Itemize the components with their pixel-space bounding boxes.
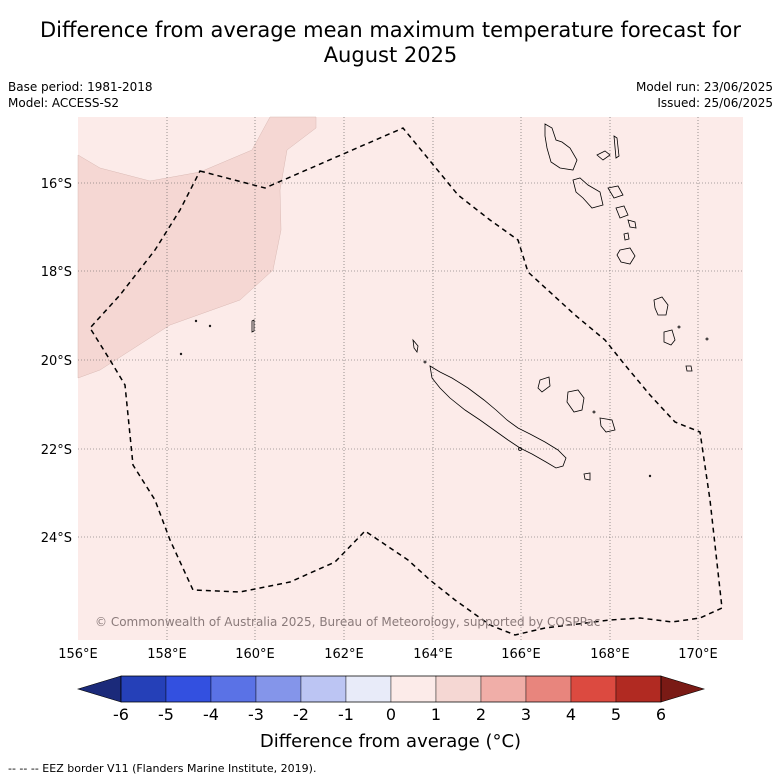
colorbar-extend-high <box>660 675 706 703</box>
vanuatu-islands <box>544 123 709 372</box>
colorbar-frame <box>120 675 662 703</box>
title-line-1: Difference from average mean maximum tem… <box>40 18 741 42</box>
colorbar-tick-label: -2 <box>293 705 309 724</box>
colorbar-cell <box>345 675 392 703</box>
colorbar-cells <box>120 675 662 703</box>
colorbar-cell <box>210 675 257 703</box>
colorbar-tick-label: 0 <box>386 705 396 724</box>
lon-label-170e: 170°E <box>678 647 718 662</box>
lon-label-160e: 160°E <box>235 647 275 662</box>
colorbar-cell <box>120 675 167 703</box>
colorbar-tick-label: 6 <box>656 705 666 724</box>
colorbar-tick-label: -1 <box>338 705 354 724</box>
colorbar-tick-label: 5 <box>611 705 621 724</box>
copyright-text: © Commonwealth of Australia 2025, Bureau… <box>95 615 600 629</box>
model-run: Model run: 23/06/2025 <box>635 80 773 94</box>
lat-label-22s: 22°S <box>41 443 72 458</box>
colorbar-tick-label: 3 <box>521 705 531 724</box>
meta-left: Base period: 1981-2018 Model: ACCESS-S2 <box>8 79 153 111</box>
lon-label-156e: 156°E <box>58 647 98 662</box>
colorbar-cell <box>525 675 572 703</box>
lat-labels: 16°S 18°S 20°S 22°S 24°S <box>41 177 72 546</box>
eez-footnote: -- -- -- EEZ border V11 (Flanders Marine… <box>8 762 317 775</box>
issued-date: Issued: 25/06/2025 <box>657 96 773 110</box>
gridlines <box>78 117 743 640</box>
title-line-2: August 2025 <box>323 43 458 67</box>
lon-labels: 156°E 158°E 160°E 162°E 164°E 166°E 168°… <box>58 647 718 662</box>
lon-label-162e: 162°E <box>324 647 364 662</box>
lat-label-18s: 18°S <box>41 265 72 280</box>
colorbar-extend-low <box>76 675 122 703</box>
colorbar-cell <box>300 675 347 703</box>
colorbar-tick-label: -4 <box>203 705 219 724</box>
base-period: Base period: 1981-2018 <box>8 80 153 94</box>
colorbar-tick-label: 4 <box>566 705 576 724</box>
meta-right: Model run: 23/06/2025 Issued: 25/06/2025 <box>636 79 773 111</box>
loyalty-islands <box>412 338 652 481</box>
lon-label-158e: 158°E <box>147 647 187 662</box>
colorbar: -6 -5 -4 -3 -2 -1 0 1 2 3 4 5 6 <box>76 675 706 724</box>
colorbar-cell <box>615 675 662 703</box>
new-caledonia-island <box>429 365 567 469</box>
lon-label-166e: 166°E <box>501 647 541 662</box>
colorbar-tick-label: 2 <box>476 705 486 724</box>
lat-label-16s: 16°S <box>41 177 72 192</box>
colorbar-cell <box>255 675 302 703</box>
lon-label-164e: 164°E <box>413 647 453 662</box>
colorbar-cell <box>480 675 527 703</box>
lat-label-24s: 24°S <box>41 531 72 546</box>
anomaly-region-1-2 <box>77 116 317 379</box>
colorbar-tick-label: -6 <box>113 705 129 724</box>
colorbar-tick-label: 1 <box>431 705 441 724</box>
colorbar-tick-label: -5 <box>158 705 174 724</box>
colorbar-cell <box>570 675 617 703</box>
chart-title: Difference from average mean maximum tem… <box>0 18 781 68</box>
lat-label-20s: 20°S <box>41 354 72 369</box>
colorbar-cell <box>390 675 437 703</box>
colorbar-cell <box>165 675 212 703</box>
chesterfield-islands <box>179 319 255 356</box>
colorbar-ticks: -6 -5 -4 -3 -2 -1 0 1 2 3 4 5 6 <box>113 705 666 724</box>
eez-border <box>89 127 723 636</box>
colorbar-cell <box>435 675 482 703</box>
model-name: Model: ACCESS-S2 <box>8 96 120 110</box>
colorbar-tick-label: -3 <box>248 705 264 724</box>
colorbar-label: Difference from average (°C) <box>259 731 522 752</box>
lon-label-168e: 168°E <box>590 647 630 662</box>
